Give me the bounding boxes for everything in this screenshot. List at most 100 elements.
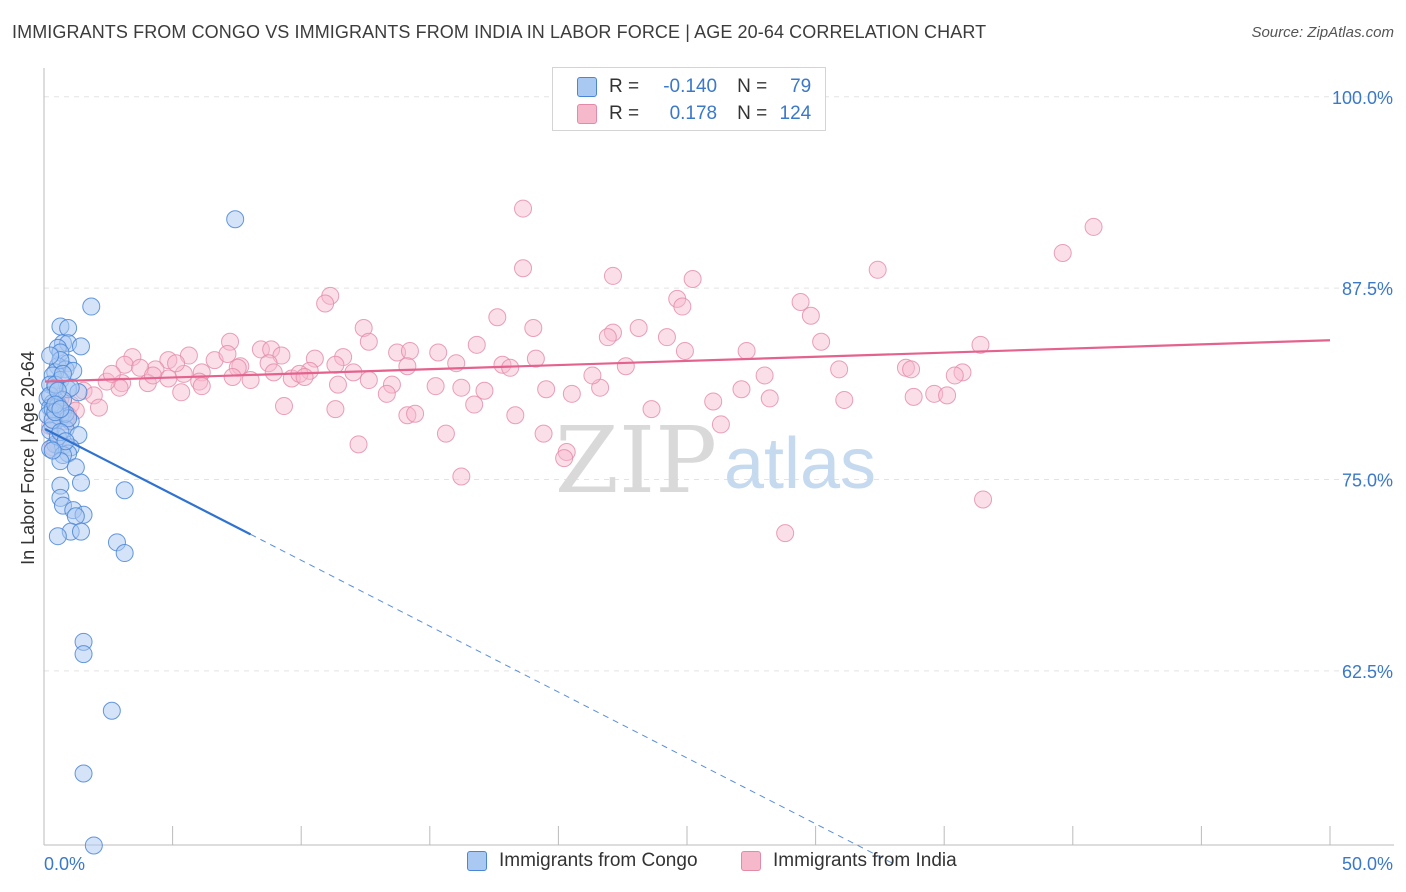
india-point [562, 384, 581, 403]
legend-item-congo[interactable]: Immigrants from Congo [467, 850, 698, 872]
congo-point [115, 544, 134, 563]
axes [43, 68, 1394, 846]
india-r-label: R = [609, 103, 640, 124]
india-point [801, 306, 820, 325]
legend-item-india[interactable]: Immigrants from India [741, 850, 957, 872]
congo-n-value: 79 [790, 76, 812, 97]
watermark: ZIP atlas [555, 407, 876, 514]
india-point [603, 266, 622, 285]
congo-trend-line [44, 428, 252, 536]
congo-point [74, 764, 93, 783]
congo-points [38, 210, 245, 855]
india-point [657, 328, 676, 347]
india-point [629, 318, 648, 337]
congo-swatch [577, 77, 597, 97]
india-point [382, 375, 401, 394]
y-tick-label: 100.0% [1332, 88, 1393, 108]
india-point [349, 435, 368, 454]
axis-labels: 100.0% 87.5% 75.0% 62.5% 0.0% 50.0% In Labor F… [18, 88, 1393, 874]
india-point [377, 384, 396, 403]
india-point [902, 360, 921, 379]
india-point [835, 390, 854, 409]
x-tick-label-min: 0.0% [44, 854, 85, 874]
congo-r-value: -0.140 [663, 76, 718, 97]
india-point [388, 343, 407, 362]
india-point [359, 371, 378, 390]
congo-point [66, 458, 85, 477]
india-point [465, 395, 484, 414]
india-point [673, 297, 692, 316]
india-point [737, 341, 756, 360]
india-point [514, 259, 533, 278]
trend-lines [44, 339, 1331, 864]
congo-point [51, 400, 70, 419]
watermark-zip: ZIP [555, 407, 717, 514]
india-legend-label: Immigrants from India [773, 850, 957, 871]
india-point [115, 355, 134, 374]
congo-point [102, 701, 121, 720]
congo-point [74, 645, 93, 664]
india-point [223, 367, 242, 386]
india-point [938, 386, 957, 405]
india-point [398, 357, 417, 376]
india-point [791, 292, 810, 311]
india-point [295, 367, 314, 386]
congo-point [41, 346, 60, 365]
legend-row-india: R = 0.178 N = 124 [577, 102, 811, 126]
india-point [526, 349, 545, 368]
india-trend-line [44, 339, 1331, 383]
india-point [172, 383, 191, 402]
y-tick-label: 62.5% [1342, 662, 1393, 682]
india-point [776, 524, 795, 543]
india-point [1084, 217, 1103, 236]
congo-point [59, 318, 78, 337]
india-point [537, 380, 556, 399]
india-point [326, 355, 345, 374]
india-point [974, 490, 993, 509]
india-point [583, 366, 602, 385]
india-point [812, 332, 831, 351]
india-point [642, 400, 661, 419]
india-point [218, 345, 237, 364]
india-point [326, 400, 345, 419]
india-point [868, 260, 887, 279]
india-point [406, 404, 425, 423]
y-tick-label: 75.0% [1342, 471, 1393, 491]
india-point [354, 318, 373, 337]
india-r-value: 0.178 [669, 103, 718, 124]
india-point [89, 398, 108, 417]
india-legend-swatch [741, 851, 761, 871]
correlation-legend: R = -0.140 N = 79 R = 0.178 N = 124 [552, 67, 826, 131]
india-point [704, 392, 723, 411]
congo-point [48, 527, 67, 546]
india-point [436, 424, 455, 443]
india-point [506, 406, 525, 425]
india-point [359, 332, 378, 351]
congo-point [226, 210, 245, 229]
india-point [452, 467, 471, 486]
india-swatch [577, 104, 597, 124]
congo-trend-projection [250, 533, 894, 864]
india-point [1053, 243, 1072, 262]
congo-point [71, 337, 90, 356]
india-point [398, 406, 417, 425]
india-point [971, 335, 990, 354]
congo-point [43, 441, 62, 460]
india-point [732, 380, 751, 399]
india-point [598, 328, 617, 347]
india-point [426, 377, 445, 396]
congo-r-label: R = [609, 76, 640, 97]
india-point [925, 384, 944, 403]
india-point [259, 354, 278, 373]
india-point [400, 341, 419, 360]
india-point [316, 294, 335, 313]
congo-point [71, 522, 90, 541]
india-point [555, 449, 574, 468]
watermark-atlas: atlas [724, 424, 876, 504]
india-point [534, 424, 553, 443]
india-point [251, 340, 270, 359]
india-n-label: N = [737, 103, 768, 124]
india-point [760, 389, 779, 408]
legend-row-congo: R = -0.140 N = 79 [577, 75, 811, 99]
